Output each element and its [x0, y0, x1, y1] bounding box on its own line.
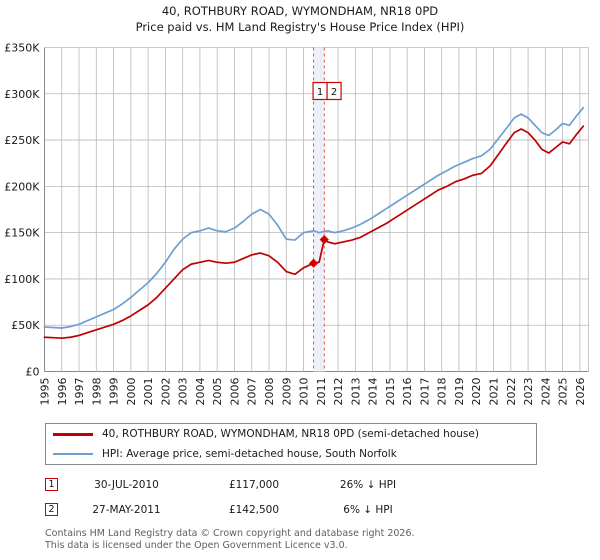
legend-item-price-paid: 40, ROTHBURY ROAD, WYMONDHAM, NR18 0PD (…: [46, 424, 536, 444]
transaction-point-1[interactable]: [308, 258, 319, 268]
y-axis-tick-label: £350K: [4, 42, 40, 55]
callout-box-2[interactable]: [326, 81, 342, 101]
transaction-hpi-delta-1: 26% ↓ HPI: [339, 478, 397, 491]
x-axis-tick-label: 2010: [298, 378, 311, 406]
y-axis-tick-label: £150K: [4, 227, 40, 240]
title-subtitle: Price paid vs. HM Land Registry's House …: [135, 20, 465, 34]
transaction-badge-1: 1: [45, 478, 58, 491]
x-axis-tick-label: 2019: [453, 378, 466, 406]
x-axis-tick-label: 2001: [142, 378, 155, 406]
x-axis-tick-label: 2018: [436, 378, 449, 406]
x-axis-tick-label: 2002: [159, 378, 172, 406]
x-axis-tick-label: 1997: [73, 378, 86, 406]
page-title: 40, ROTHBURY ROAD, WYMONDHAM, NR18 0PD P…: [0, 3, 600, 35]
legend-item-hpi: HPI: Average price, semi-detached house,…: [46, 444, 536, 464]
x-axis-tick-label: 2023: [522, 378, 535, 406]
y-axis-tick-label: £250K: [4, 134, 40, 147]
price-history-line-chart: £0 £50K £100K £150K £200K £250K £300K £350K 1995…: [4, 42, 589, 406]
x-axis-tick-label: 2013: [349, 378, 362, 406]
transaction-date-2: 27-MAY-2011: [92, 503, 161, 516]
title-address: 40, ROTHBURY ROAD, WYMONDHAM, NR18 0PD: [161, 4, 439, 18]
transaction-price-1: £117,000: [228, 478, 280, 491]
footer-licence-line: This data is licensed under the Open Gov…: [45, 539, 348, 551]
x-axis-tick-label: 2014: [367, 378, 380, 406]
x-axis-tick-label: 2006: [228, 378, 241, 406]
x-axis-tick-label: 2021: [488, 378, 501, 406]
x-axis-tick-label: 2015: [384, 378, 397, 406]
legend-label-hpi: HPI: Average price, semi-detached house,…: [102, 448, 397, 460]
x-axis-tick-label: 2020: [470, 378, 483, 406]
x-axis-tick-label: 2024: [539, 378, 552, 406]
y-axis-tick-label: £0: [26, 366, 40, 379]
chart-area: £0 £50K £100K £150K £200K £250K £300K £350K 1995…: [4, 42, 589, 406]
table-row[interactable]: 2 27-MAY-2011 £142,500 6% ↓ HPI: [45, 497, 565, 522]
transaction-point-2[interactable]: [319, 234, 329, 245]
y-axis-tick-label: £100K: [4, 273, 40, 286]
x-axis-tick-label: 2016: [401, 378, 414, 406]
y-axis-tick-label: £50K: [11, 319, 40, 332]
legend-swatch-blue-icon: [53, 453, 93, 455]
table-row[interactable]: 1 30-JUL-2010 £117,000 26% ↓ HPI: [45, 472, 565, 497]
x-axis-tick-label: 1999: [108, 378, 121, 406]
transaction-hpi-delta-2: 6% ↓ HPI: [343, 503, 393, 516]
footer-copyright-line: Contains HM Land Registry data © Crown c…: [45, 528, 415, 539]
x-axis-tick-label: 2005: [211, 378, 224, 406]
x-axis-tick-label: 2008: [263, 378, 276, 406]
x-axis-tick-label: 2004: [194, 378, 207, 406]
x-axis-tick-label: 2011: [315, 378, 328, 406]
series-line-hpi: [43, 106, 585, 329]
transaction-price-2: £142,500: [228, 503, 280, 516]
callout-label-1: 1: [317, 87, 323, 98]
x-axis-tick-label: 1996: [56, 378, 69, 406]
x-axis-tick-label: 2007: [246, 378, 259, 406]
legend-label-price-paid: 40, ROTHBURY ROAD, WYMONDHAM, NR18 0PD (…: [102, 428, 479, 440]
footer-attribution: Contains HM Land Registry data © Crown c…: [45, 528, 585, 551]
transaction-date-1: 30-JUL-2010: [94, 478, 159, 491]
callout-label-2: 2: [331, 87, 337, 98]
transaction-list: 1 30-JUL-2010 £117,000 26% ↓ HPI 2 27-MA…: [45, 472, 565, 522]
x-axis-tick-label: 2025: [557, 378, 570, 406]
transaction-highlight-band: [313, 47, 325, 372]
legend-swatch-red-icon: [53, 432, 93, 436]
x-axis-tick-label: 2009: [280, 378, 293, 406]
x-axis-tick-label: 2026: [574, 378, 587, 406]
x-axis-tick-label: 2000: [125, 378, 138, 406]
y-axis-tick-label: £300K: [4, 88, 40, 101]
x-axis-tick-label: 2022: [505, 378, 518, 406]
x-axis-tick-label: 2012: [332, 378, 345, 406]
transaction-badge-2: 2: [45, 503, 58, 516]
y-axis-tick-label: £200K: [4, 180, 40, 193]
x-axis-tick-label: 1998: [90, 378, 103, 406]
x-axis-tick-label: 2017: [418, 378, 431, 406]
x-axis-tick-label: 1995: [39, 378, 52, 406]
x-axis-tick-label: 2003: [177, 378, 190, 406]
chart-legend: 40, ROTHBURY ROAD, WYMONDHAM, NR18 0PD (…: [45, 423, 537, 465]
